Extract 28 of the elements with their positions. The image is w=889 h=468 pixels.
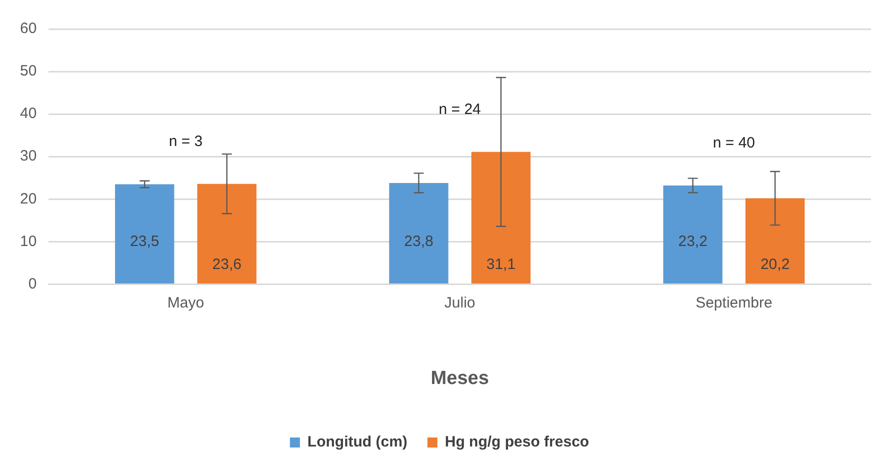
data-label: 23,8 — [404, 232, 434, 250]
data-label: 20,2 — [760, 256, 790, 274]
legend-label: Hg ng/g peso fresco — [444, 434, 590, 451]
data-label: 31,1 — [486, 256, 516, 274]
x-tick-label: Mayo — [167, 294, 204, 312]
y-tick-label: 30 — [20, 148, 37, 165]
bar — [115, 184, 174, 284]
legend-label: Longitud (cm) — [307, 434, 408, 451]
bar — [197, 184, 256, 284]
y-tick-label: 20 — [20, 190, 37, 208]
y-tick-label: 10 — [20, 232, 37, 250]
x-tick-label: Julio — [444, 294, 476, 312]
y-tick-label: 40 — [20, 105, 37, 122]
data-label: 23,5 — [130, 232, 160, 250]
data-label: 23,2 — [678, 232, 708, 250]
y-tick-label: 0 — [28, 275, 37, 292]
y-tick-label: 60 — [20, 20, 37, 38]
bar — [745, 198, 805, 284]
x-axis-title: Meses — [430, 368, 489, 389]
x-tick-label: Septiembre — [696, 294, 772, 312]
bar — [471, 152, 531, 284]
y-tick-label: 50 — [20, 62, 37, 80]
data-label: 23,6 — [212, 256, 242, 274]
bar — [389, 182, 448, 284]
bar — [663, 186, 722, 284]
annotation: n = 40 — [712, 134, 756, 152]
annotation: n = 24 — [438, 101, 481, 118]
annotation: n = 3 — [168, 132, 203, 150]
